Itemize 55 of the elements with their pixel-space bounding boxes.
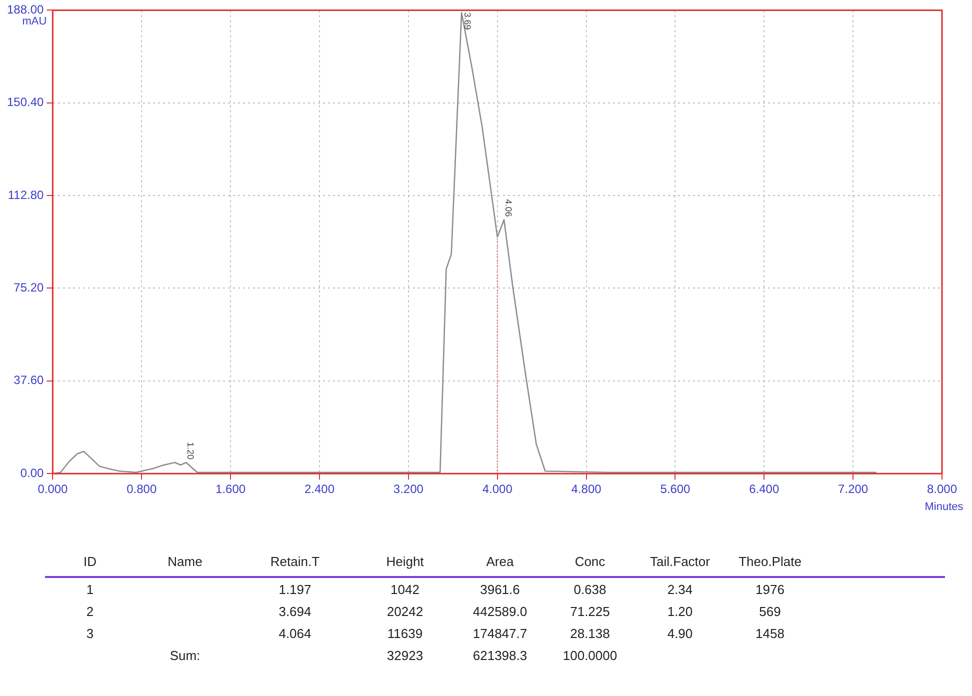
x-tick-label: 7.200 (838, 482, 868, 496)
y-tick-label: 37.60 (14, 373, 44, 388)
category-label: Name (135, 548, 235, 577)
x-tick-label: 3.200 (393, 482, 424, 496)
category-label: Height (355, 548, 455, 577)
text: 569 (759, 604, 781, 618)
text: 28.138 (570, 626, 610, 640)
x-tick-label: 2.400 (304, 482, 335, 496)
text: 1 (86, 582, 94, 596)
text: 0.638 (574, 582, 606, 596)
annotation: 4.06 (504, 199, 514, 217)
x-tick-label: 5.600 (660, 482, 691, 496)
text: 1458 (756, 626, 784, 640)
x-tick-label: 1.600 (216, 482, 246, 496)
x-tick-label: 0.000 (38, 482, 68, 496)
text: 174847.7 (472, 626, 528, 640)
annotation: 3.69 (462, 12, 472, 30)
category-label: Conc (545, 548, 635, 577)
x-axis-title: Minutes (924, 501, 964, 514)
x-tick-label: 4.000 (482, 482, 513, 496)
text: 1.20 (667, 604, 693, 618)
text: 71.225 (570, 604, 610, 618)
x-tick-label: 6.400 (749, 482, 780, 496)
text: 4.90 (667, 626, 693, 640)
y-tick-label: 150.40 (7, 95, 44, 110)
text: 1042 (390, 582, 420, 596)
category-label: Retain.T (235, 548, 355, 577)
y-tick-label: 188.00 (7, 2, 44, 17)
text: 4.064 (278, 626, 312, 640)
category-label: ID (45, 548, 135, 577)
text: 442589.0 (472, 604, 528, 618)
y-axis-title: mAU (22, 16, 47, 28)
y-tick-label: 0.00 (20, 466, 44, 480)
y-tick-label: 112.80 (8, 188, 44, 202)
text: 100.0000 (562, 648, 618, 662)
text: 3 (86, 626, 94, 640)
text: 32923 (386, 648, 424, 662)
text: 2 (86, 604, 94, 618)
text: 1976 (756, 582, 784, 596)
text: Sum: (170, 648, 200, 662)
text: 3.694 (278, 604, 312, 618)
text: 3961.6 (480, 582, 520, 596)
annotation: 1.20 (186, 442, 196, 460)
text: 621398.3 (472, 648, 528, 662)
x-tick-label: 8.000 (926, 482, 958, 496)
category-label: Area (455, 548, 545, 577)
text: 11639 (387, 626, 423, 640)
x-tick-label: 0.800 (126, 482, 157, 496)
y-tick-label: 75.20 (14, 280, 44, 295)
category-label: Theo.Plate (725, 548, 815, 577)
x-tick-label: 4.800 (571, 482, 602, 496)
text: 1.197 (278, 582, 312, 596)
category-label: Tail.Factor (635, 548, 725, 577)
text: 2.34 (667, 582, 693, 596)
text: 20242 (386, 604, 424, 618)
